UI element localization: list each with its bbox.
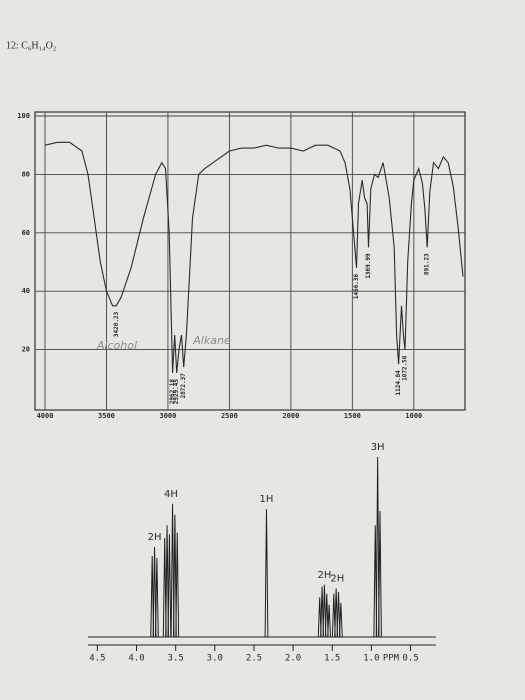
x-tick-label: 3000 — [160, 412, 177, 420]
integration-label: 3H — [371, 442, 385, 453]
x-tick-label: 4000 — [37, 412, 54, 420]
x-tick-label: 2.0 — [285, 654, 301, 664]
nmr-peak — [165, 525, 169, 638]
x-tick-label: 1.0 — [363, 654, 379, 664]
nmr-peak — [154, 557, 159, 638]
peak-label: 2872.37 — [180, 373, 187, 399]
annotation: Alkane — [192, 334, 231, 347]
nmr-peak — [172, 514, 177, 638]
x-tick-label: 1.5 — [324, 654, 340, 664]
y-tick-label: 40 — [22, 287, 30, 295]
peak-label: 2962.18 — [169, 379, 176, 405]
x-axis-label: PPM — [383, 654, 400, 664]
peak-label: 1369.99 — [365, 253, 372, 279]
peak-label: 1466.36 — [353, 273, 360, 299]
nmr-peak — [327, 604, 332, 638]
nmr-peak — [378, 510, 382, 638]
x-tick-label: 0.5 — [402, 654, 418, 664]
x-tick-label: 2.5 — [246, 654, 262, 664]
integration-label: 2H — [317, 570, 331, 581]
y-tick-label: 100 — [17, 112, 30, 120]
x-tick-label: 3.0 — [207, 654, 223, 664]
nmr-peak — [336, 591, 341, 638]
nmr-peak — [324, 593, 329, 638]
x-tick-label: 2000 — [282, 412, 299, 420]
integration-label: 4H — [164, 489, 178, 500]
x-tick-label: 3500 — [98, 412, 115, 420]
x-tick-label: 1000 — [405, 412, 422, 420]
x-tick-label: 2500 — [221, 412, 238, 420]
y-tick-label: 20 — [22, 346, 30, 354]
x-tick-label: 4.0 — [128, 654, 144, 664]
integration-label: 2H — [330, 573, 344, 584]
nmr-peak — [170, 503, 175, 638]
peak-label: 1072.56 — [401, 355, 408, 381]
peak-label: 1124.84 — [395, 370, 402, 396]
peak-label: 3420.23 — [113, 311, 120, 337]
nmr-peak — [338, 602, 343, 638]
ir-frame — [34, 111, 466, 411]
nmr-peak — [334, 588, 339, 638]
nmr-peak — [175, 532, 180, 638]
nmr-peak — [322, 584, 327, 638]
integration-label: 1H — [260, 494, 274, 505]
nmr-peak — [375, 456, 380, 638]
peak-label: 2929.45 — [173, 379, 180, 405]
annotation: Alcohol — [96, 339, 137, 352]
peak-label: 891.23 — [424, 253, 431, 275]
y-tick-label: 60 — [22, 229, 30, 237]
x-tick-label: 1500 — [344, 412, 361, 420]
y-tick-label: 80 — [22, 170, 30, 178]
integration-label: 2H — [148, 532, 162, 543]
nmr-peak — [152, 546, 157, 638]
x-tick-label: 3.5 — [168, 654, 184, 664]
problem-title: 12: C₆H₁₄O₂ — [6, 40, 56, 51]
nmr-peak — [264, 509, 269, 638]
nmr-peak — [167, 534, 172, 638]
ir-trace — [44, 141, 464, 374]
x-tick-label: 4.5 — [89, 654, 105, 664]
